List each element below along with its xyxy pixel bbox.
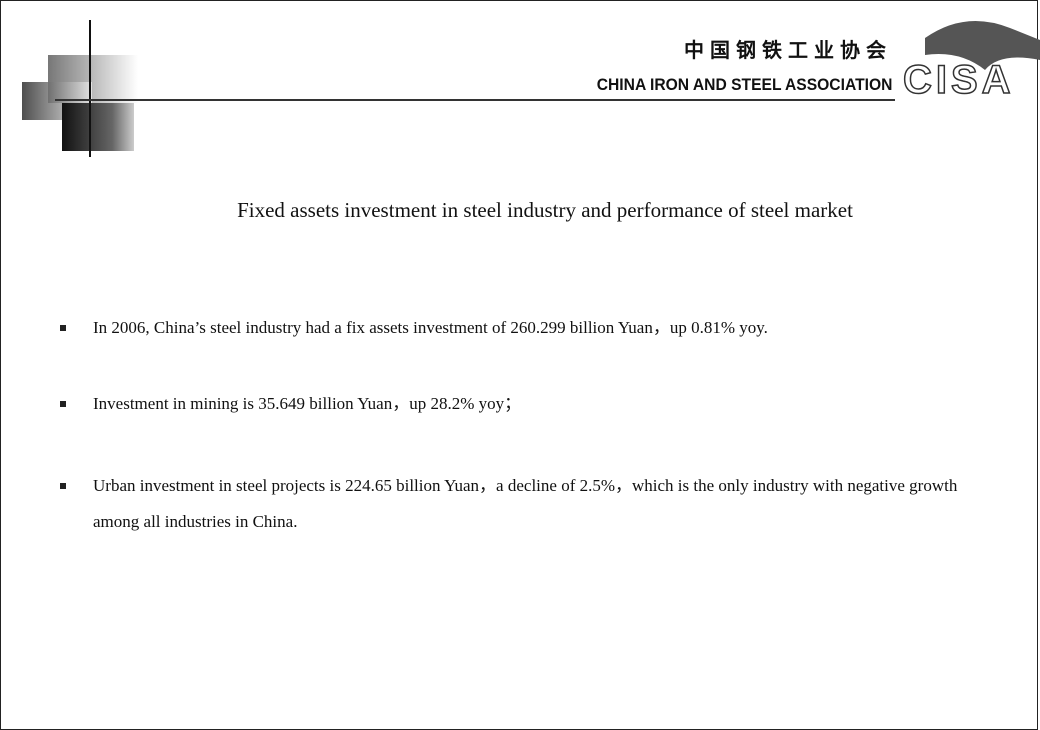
org-name-en: CHINA IRON AND STEEL ASSOCIATION xyxy=(596,75,892,94)
bullet: Urban investment in steel projects is 22… xyxy=(60,468,1003,540)
bullet-list: In 2006, China’s steel industry had a fi… xyxy=(60,310,1003,540)
slide-title: Fixed assets investment in steel industr… xyxy=(237,198,853,222)
org-name-cn: 中国钢铁工业协会 xyxy=(684,38,892,62)
bullet: Investment in mining is 35.649 billion Y… xyxy=(60,386,973,422)
logo: CISA xyxy=(902,57,1015,103)
logo-shape xyxy=(925,20,1040,71)
decoration xyxy=(22,20,1040,157)
deco-block xyxy=(62,103,134,151)
bullet: In 2006, China’s steel industry had a fi… xyxy=(60,310,793,346)
